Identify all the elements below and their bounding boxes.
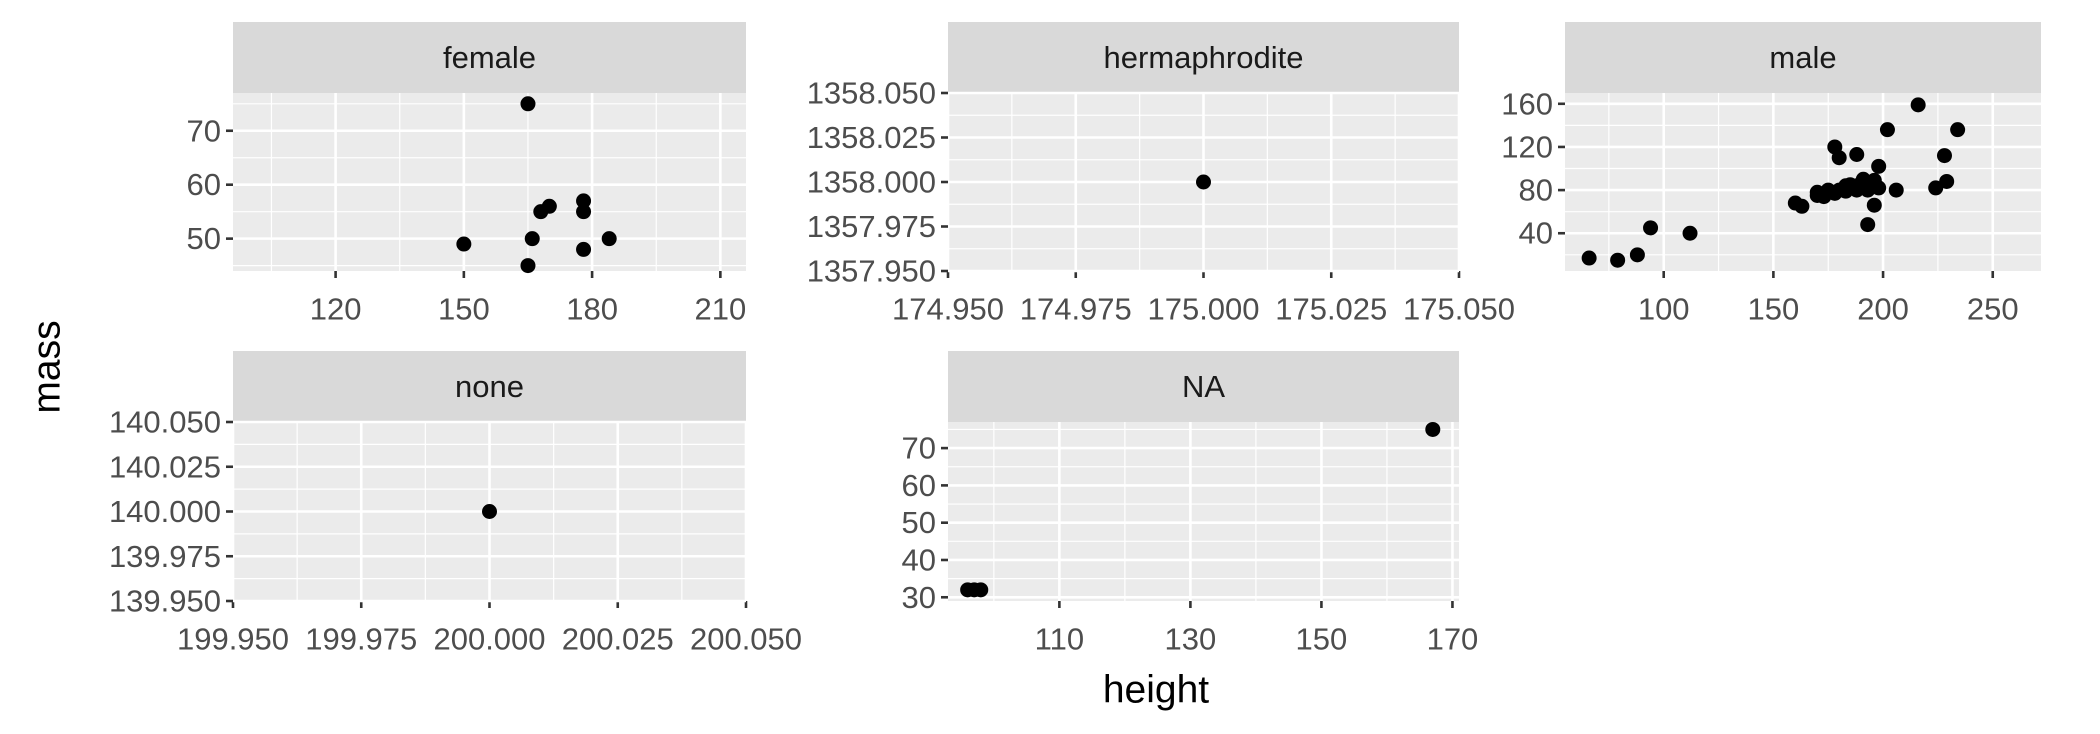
x-tick-label: 150 bbox=[1748, 292, 1800, 327]
data-point bbox=[1871, 180, 1887, 196]
y-axis-title: mass bbox=[26, 320, 69, 413]
x-tick-label: 130 bbox=[1165, 622, 1217, 657]
x-tick-label: 175.050 bbox=[1403, 292, 1515, 327]
y-tick-label: 140.025 bbox=[109, 449, 221, 484]
data-point bbox=[601, 231, 617, 247]
facet-strip-label: female bbox=[443, 40, 536, 75]
facet-strip-label: NA bbox=[1182, 369, 1225, 404]
data-point bbox=[1581, 250, 1597, 266]
data-point bbox=[576, 204, 592, 220]
x-tick-label: 200.025 bbox=[562, 622, 674, 657]
y-tick-label: 120 bbox=[1501, 129, 1553, 164]
y-tick-label: 139.950 bbox=[109, 584, 221, 619]
y-tick-label: 140.050 bbox=[109, 405, 221, 440]
y-tick-label: 30 bbox=[902, 580, 936, 615]
data-point bbox=[1879, 122, 1895, 138]
x-axis-title: height bbox=[1103, 669, 1209, 712]
data-point bbox=[1866, 197, 1882, 213]
data-point bbox=[576, 193, 592, 209]
data-point bbox=[1629, 247, 1645, 263]
y-tick-label: 50 bbox=[902, 505, 936, 540]
y-tick-label: 1358.050 bbox=[807, 76, 936, 111]
y-tick-label: 70 bbox=[902, 431, 936, 466]
facet-strip bbox=[233, 22, 746, 93]
x-tick-label: 174.975 bbox=[1020, 292, 1132, 327]
x-tick-label: 100 bbox=[1638, 292, 1690, 327]
x-tick-label: 150 bbox=[1296, 622, 1348, 657]
data-point bbox=[541, 198, 557, 214]
data-point bbox=[973, 582, 989, 598]
data-point bbox=[1425, 421, 1441, 437]
facet-panel-female: female 120 150 180 210 50 60 70 bbox=[187, 22, 746, 327]
facet-strip bbox=[1565, 22, 2041, 93]
facet-strip bbox=[948, 22, 1459, 93]
y-tick-label: 1357.950 bbox=[807, 254, 936, 289]
x-tick-label: 110 bbox=[1035, 622, 1084, 657]
panel-background bbox=[948, 422, 1459, 601]
data-point bbox=[520, 258, 536, 274]
x-tick-label: 250 bbox=[1967, 292, 2019, 327]
y-tick-label: 40 bbox=[902, 542, 936, 577]
facet-strip-label: male bbox=[1769, 40, 1836, 75]
y-tick-label: 80 bbox=[1519, 173, 1553, 208]
data-point bbox=[1794, 198, 1810, 214]
x-tick-label: 175.000 bbox=[1147, 292, 1259, 327]
data-point bbox=[1860, 217, 1876, 233]
data-point bbox=[1888, 182, 1904, 198]
x-tick-label: 174.950 bbox=[892, 292, 1004, 327]
data-point bbox=[1950, 122, 1966, 138]
y-tick-label: 139.975 bbox=[109, 539, 221, 574]
y-tick-label: 60 bbox=[902, 468, 936, 503]
data-point bbox=[524, 231, 540, 247]
facet-panel-hermaphrodite: hermaphrodite 174.950 174.975 175.000 175.02… bbox=[807, 22, 1515, 327]
x-tick-label: 199.975 bbox=[305, 622, 417, 657]
panel-background bbox=[1565, 93, 2041, 271]
data-point bbox=[1610, 252, 1626, 268]
y-tick-label: 160 bbox=[1501, 86, 1553, 121]
facet-strip-label: none bbox=[455, 369, 524, 404]
y-tick-label: 140.000 bbox=[109, 494, 221, 529]
data-point bbox=[1910, 97, 1926, 113]
x-tick-label: 120 bbox=[310, 292, 362, 327]
data-point bbox=[520, 96, 536, 112]
facet-strip bbox=[948, 351, 1459, 422]
y-tick-label: 70 bbox=[187, 113, 221, 148]
x-tick-label: 200.000 bbox=[433, 622, 545, 657]
data-point bbox=[456, 236, 472, 252]
facet-panel-none: none 199.950 199.975 200.000 200.025 200.050 1… bbox=[109, 351, 802, 657]
data-point bbox=[1939, 173, 1955, 189]
y-tick-label: 1358.025 bbox=[807, 120, 936, 155]
y-tick-label: 60 bbox=[187, 167, 221, 202]
x-tick-label: 200 bbox=[1857, 292, 1909, 327]
data-point bbox=[576, 241, 592, 257]
y-tick-label: 1358.000 bbox=[807, 165, 936, 200]
data-point bbox=[1831, 150, 1847, 166]
x-tick-label: 199.950 bbox=[177, 622, 289, 657]
data-point bbox=[1936, 148, 1952, 164]
y-tick-label: 1357.975 bbox=[807, 209, 936, 244]
data-point bbox=[1643, 220, 1659, 236]
data-point bbox=[1196, 174, 1211, 190]
data-point bbox=[1928, 180, 1944, 196]
x-tick-label: 210 bbox=[694, 292, 746, 327]
data-point bbox=[1849, 146, 1865, 162]
x-tick-label: 180 bbox=[566, 292, 618, 327]
y-tick-label: 50 bbox=[187, 221, 221, 256]
data-point bbox=[1871, 158, 1887, 174]
data-point bbox=[1682, 225, 1698, 241]
x-tick-label: 170 bbox=[1427, 622, 1479, 657]
facet-panel-male: male 100 150 200 250 40 80 120 160 bbox=[1501, 22, 2041, 327]
x-tick-label: 200.050 bbox=[690, 622, 802, 657]
data-point bbox=[482, 504, 497, 519]
panel-background bbox=[233, 93, 746, 271]
x-tick-label: 175.025 bbox=[1275, 292, 1387, 327]
y-tick-label: 40 bbox=[1519, 216, 1553, 251]
facet-strip-label: hermaphrodite bbox=[1104, 40, 1304, 75]
x-tick-label: 150 bbox=[438, 292, 490, 327]
facet-strip bbox=[233, 351, 746, 422]
